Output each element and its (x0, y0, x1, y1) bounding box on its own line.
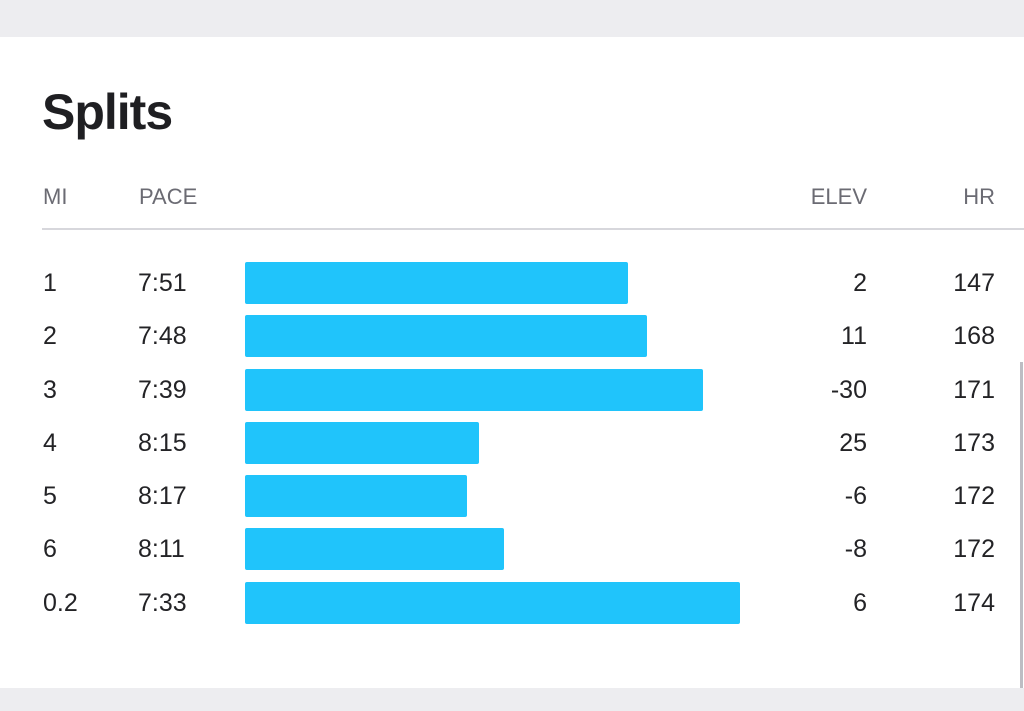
split-pace: 8:17 (138, 482, 187, 511)
scrollbar[interactable] (1020, 362, 1023, 688)
split-row: 2 7:48 11 168 (0, 315, 1024, 368)
column-header-hr: HR (963, 184, 995, 209)
pace-bar (245, 421, 480, 464)
split-row: 6 8:11 -8 172 (0, 528, 1024, 581)
split-elevation: 2 (853, 269, 867, 297)
pace-bar (245, 368, 703, 411)
top-separator (0, 0, 1024, 37)
column-header-mi: MI (43, 184, 68, 209)
split-mile: 6 (43, 535, 57, 564)
split-mile: 1 (43, 269, 57, 297)
split-row: 0.2 7:33 6 174 (0, 581, 1024, 635)
split-elevation: 11 (841, 322, 867, 351)
split-mile: 2 (43, 322, 57, 351)
splits-table: 1 7:51 2 147 2 7:48 11 168 3 7:39 -30 171 4 8:15 25 173… (0, 262, 1024, 635)
column-header-elev: ELEV (810, 184, 867, 209)
bottom-separator (0, 688, 1024, 711)
split-heart-rate: 171 (953, 375, 995, 404)
pace-bar (245, 581, 740, 624)
split-mile: 5 (43, 482, 57, 511)
split-row: 3 7:39 -30 171 (0, 368, 1024, 422)
split-heart-rate: 174 (953, 588, 995, 617)
header-divider (42, 228, 1024, 230)
split-elevation: 6 (853, 588, 867, 617)
split-heart-rate: 168 (953, 322, 995, 351)
split-mile: 3 (43, 375, 57, 404)
split-pace: 7:48 (138, 322, 187, 351)
pace-bar (245, 315, 647, 358)
pace-bar (245, 475, 467, 518)
split-elevation: -6 (844, 482, 867, 511)
split-elevation: -30 (830, 375, 867, 404)
split-pace: 8:11 (138, 535, 185, 564)
split-elevation: -8 (844, 535, 867, 564)
split-row: 4 8:15 25 173 (0, 421, 1024, 475)
split-elevation: 25 (839, 428, 867, 457)
splits-card (0, 37, 1024, 688)
column-header-pace: PACE (139, 184, 198, 209)
split-heart-rate: 172 (953, 535, 995, 564)
splits-title: Splits (42, 84, 173, 140)
split-heart-rate: 173 (953, 428, 995, 457)
split-pace: 7:39 (138, 375, 187, 404)
split-heart-rate: 172 (953, 482, 995, 511)
split-pace: 8:15 (138, 428, 187, 457)
split-heart-rate: 147 (953, 269, 995, 297)
pace-bar (245, 262, 629, 304)
split-pace: 7:51 (138, 269, 187, 297)
pace-bar (245, 528, 505, 571)
split-mile: 4 (43, 428, 57, 457)
split-mile: 0.2 (43, 588, 78, 617)
split-pace: 7:33 (138, 588, 187, 617)
split-row: 5 8:17 -6 172 (0, 475, 1024, 528)
split-row: 1 7:51 2 147 (0, 262, 1024, 315)
